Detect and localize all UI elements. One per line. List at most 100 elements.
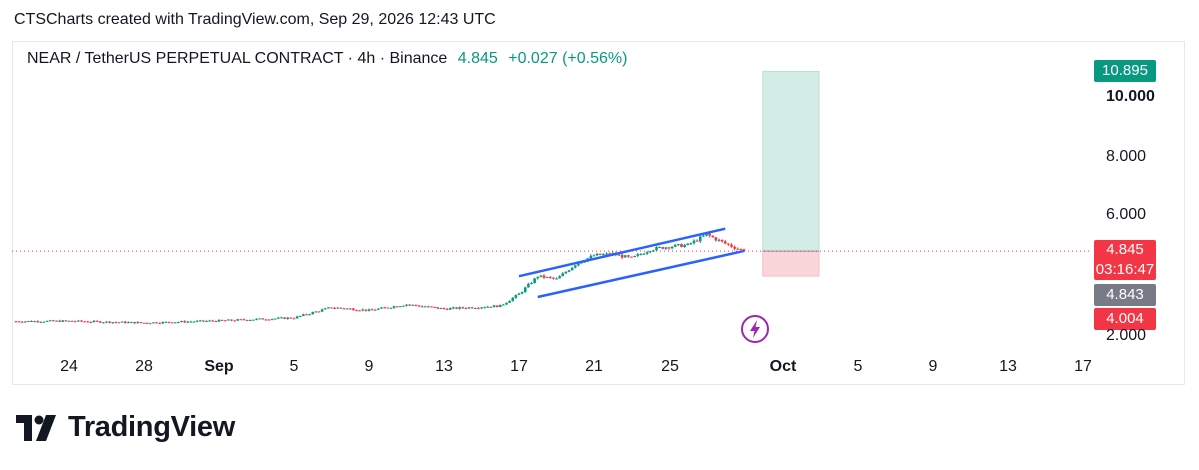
candle-body xyxy=(352,308,355,311)
candle-body xyxy=(452,307,455,309)
tradingview-logo[interactable]: TradingView xyxy=(16,411,235,444)
candle-body xyxy=(492,305,496,308)
candle-body xyxy=(673,244,677,247)
x-tick-label: 24 xyxy=(60,358,78,375)
candle-body xyxy=(270,318,274,320)
candle-body xyxy=(467,307,471,309)
candle-body xyxy=(536,276,540,279)
target-price-tag: 10.895 xyxy=(1094,60,1156,82)
candle-body xyxy=(342,308,346,310)
candle-body xyxy=(320,309,324,312)
candle-body xyxy=(195,320,199,322)
candle-body xyxy=(411,304,415,306)
candle-body xyxy=(245,319,249,321)
x-tick-label: 13 xyxy=(999,358,1017,375)
candle-body xyxy=(655,247,658,251)
x-tick-label: 17 xyxy=(1074,358,1092,375)
candle-body xyxy=(102,322,105,324)
candle-body xyxy=(548,276,552,278)
channel-upper-line[interactable] xyxy=(518,227,726,278)
candle-body xyxy=(217,319,221,322)
candle-body xyxy=(230,319,233,321)
candle-body xyxy=(123,321,127,323)
candle-body xyxy=(33,321,36,323)
candle-body xyxy=(36,321,40,323)
candle-body xyxy=(214,321,218,323)
candle-body xyxy=(714,237,718,241)
candle-body xyxy=(617,254,621,256)
candle-body xyxy=(314,311,318,313)
candle-body xyxy=(727,243,730,245)
last-price-value: 4.845 xyxy=(1106,241,1144,258)
candle-body xyxy=(739,248,743,250)
candle-body xyxy=(430,306,433,308)
channel-lines xyxy=(518,227,745,299)
candle-body xyxy=(592,255,596,257)
candle-body xyxy=(289,317,293,319)
candle-body xyxy=(742,249,746,252)
candle-body xyxy=(39,321,43,323)
candle-body xyxy=(211,320,215,322)
candle-body xyxy=(627,255,630,257)
candle-body xyxy=(464,308,468,310)
candle-body xyxy=(164,321,168,323)
candle-body xyxy=(327,307,330,309)
candle-body xyxy=(323,308,327,310)
candle-body xyxy=(86,321,90,323)
candle-body xyxy=(45,320,49,322)
candle-body xyxy=(520,291,524,294)
candle-body xyxy=(648,251,652,253)
candle-body xyxy=(77,320,80,322)
candle-body xyxy=(730,244,733,247)
candle-body xyxy=(305,314,308,316)
candle-body xyxy=(61,320,65,322)
candle-body xyxy=(27,320,30,322)
candle-body xyxy=(670,246,674,249)
lightning-marker-icon[interactable] xyxy=(740,314,770,344)
channel-lower-line[interactable] xyxy=(537,249,745,299)
candle-body xyxy=(442,308,446,310)
stop-price-tag: 4.004 xyxy=(1094,308,1156,330)
header-change: +0.027 (+0.56%) xyxy=(508,50,628,67)
candle-body xyxy=(273,318,277,320)
candle-body xyxy=(261,318,265,320)
candle-body xyxy=(264,319,268,321)
candle-body xyxy=(439,308,443,310)
candle-body xyxy=(83,321,86,323)
candle-body xyxy=(711,235,715,238)
candle-body xyxy=(302,314,305,316)
candle-body xyxy=(642,253,646,255)
candle-body xyxy=(333,307,336,309)
candle-body xyxy=(636,254,640,256)
candle-body xyxy=(173,322,177,324)
candle-body xyxy=(683,244,686,248)
candle-body xyxy=(286,317,290,319)
candle-body xyxy=(664,247,668,249)
y-tick-label: 10.000 xyxy=(1106,88,1155,105)
candle-body xyxy=(242,319,246,321)
candle-body xyxy=(567,270,571,272)
candle-body xyxy=(355,310,358,312)
candle-body xyxy=(561,273,565,277)
profit-zone[interactable] xyxy=(762,70,820,252)
candle-body xyxy=(386,307,390,309)
candle-body xyxy=(523,287,527,292)
candle-body xyxy=(502,304,505,306)
candle-body xyxy=(152,322,155,324)
candle-body xyxy=(527,283,530,288)
candle-body xyxy=(573,265,577,268)
loss-zone[interactable] xyxy=(762,250,820,277)
candle-body xyxy=(686,243,690,245)
x-tick-label: 9 xyxy=(928,358,938,375)
candle-body xyxy=(339,307,343,309)
candlestick-series xyxy=(14,232,746,325)
candle-body xyxy=(373,309,377,311)
candle-body xyxy=(498,304,502,308)
candle-body xyxy=(598,253,602,255)
candle-body xyxy=(514,294,518,298)
candle-body xyxy=(427,306,430,308)
candle-body xyxy=(695,240,699,242)
candle-body xyxy=(558,276,561,279)
candle-body xyxy=(80,320,83,322)
